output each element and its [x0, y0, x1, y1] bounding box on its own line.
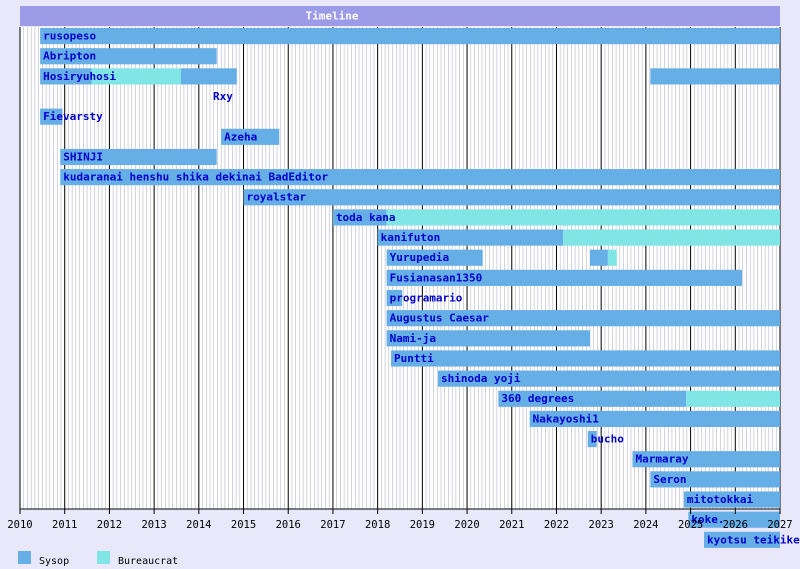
x-tick-label: 2025 [678, 519, 703, 531]
x-tick-label: 2013 [141, 519, 166, 531]
row-label: rusopeso [43, 30, 96, 43]
timeline-bar [243, 189, 780, 206]
row-label: Abripton [43, 50, 96, 63]
row-label: koke. [691, 513, 724, 526]
timeline-bar [391, 350, 780, 367]
x-tick-label: 2019 [410, 519, 435, 531]
timeline-bar [590, 249, 608, 266]
timeline-bar [40, 28, 780, 45]
row-label: Nakayoshi1 [533, 412, 600, 425]
timeline-bar [688, 511, 780, 528]
timeline-bar [60, 169, 781, 186]
legend-label: Bureaucrat [118, 556, 178, 567]
row-label: Augustus Caesar [390, 312, 490, 325]
row-label: Fusianasan1350 [390, 271, 483, 284]
x-tick-label: 2015 [231, 519, 256, 531]
x-tick-label: 2026 [723, 519, 748, 531]
x-tick-label: 2011 [52, 519, 77, 531]
timeline-bar [529, 410, 780, 427]
timeline-bar [386, 330, 590, 347]
row-label: mitotokkai [687, 493, 754, 506]
timeline-bar [40, 68, 92, 85]
timeline-bar [650, 471, 780, 488]
x-tick-label: 2017 [320, 519, 345, 531]
legend-label: Sysop [39, 556, 69, 567]
row-label: kanifuton [381, 231, 441, 244]
x-tick-label: 2014 [186, 519, 211, 531]
timeline-bar [332, 209, 387, 226]
legend-swatch [18, 551, 31, 564]
x-tick-label: 2023 [589, 519, 614, 531]
x-tick-label: 2018 [365, 519, 390, 531]
row-label: Hosiryuhosi [43, 70, 116, 83]
row-label: shinoda yoji [441, 372, 521, 385]
timeline-bar [498, 390, 687, 407]
timeline-bar [386, 310, 780, 327]
timeline-bar [683, 491, 780, 508]
row-label: Yurupedia [390, 251, 450, 264]
row-label: Rxy [213, 90, 233, 103]
x-tick-label: 2021 [499, 519, 524, 531]
timeline-bar [650, 68, 780, 85]
x-tick-label: 2022 [544, 519, 569, 531]
timeline-bar [180, 68, 237, 85]
row-label: 360 degrees [501, 392, 574, 405]
timeline-bar [221, 128, 280, 145]
x-tick-label: 2010 [7, 519, 32, 531]
timeline-bar [704, 531, 780, 548]
x-tick-label: 2016 [276, 519, 301, 531]
row-label: Nami-ja [390, 332, 436, 345]
x-tick-label: 2020 [454, 519, 479, 531]
timeline-bar [91, 68, 181, 85]
row-label: toda kana [336, 211, 396, 224]
timeline-bar [563, 229, 780, 246]
row-label: Puntti [394, 352, 434, 365]
row-label: programario [390, 291, 463, 304]
row-label: SHINJI [63, 150, 103, 163]
legend-swatch [97, 551, 110, 564]
x-tick-label: 2024 [633, 519, 658, 531]
timeline-bar [60, 148, 217, 166]
timeline-bar [40, 48, 217, 65]
row-label: Azeha [224, 130, 257, 143]
timeline-bar [587, 431, 597, 448]
row-label: bucho [591, 433, 624, 446]
timeline-bar [377, 229, 564, 246]
timeline-bar [386, 249, 483, 266]
row-label: Seron [653, 473, 686, 486]
row-label: Marmaray [635, 453, 688, 466]
timeline-bar [40, 108, 63, 125]
timeline-bar [686, 390, 780, 407]
timeline-bar [386, 269, 742, 286]
timeline-bar [607, 249, 617, 266]
title-bar [20, 6, 780, 26]
row-label: kudaranai henshu shika dekinai BadEditor [63, 171, 328, 184]
row-label: kyotsu teikiken [707, 533, 800, 546]
timeline-bar [386, 209, 780, 226]
timeline-bar [438, 370, 780, 387]
timeline-bar [386, 289, 403, 307]
chart-title: Timeline [306, 10, 359, 23]
x-tick-label: 2012 [97, 519, 122, 531]
timeline-bar [632, 451, 780, 468]
row-label: royalstar [247, 191, 307, 204]
row-label: Fievarsty [43, 110, 103, 123]
x-tick-label: 2027 [767, 519, 792, 531]
